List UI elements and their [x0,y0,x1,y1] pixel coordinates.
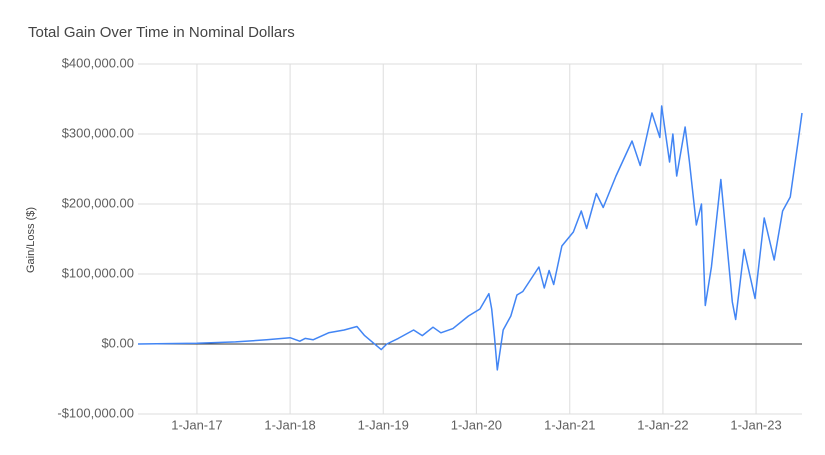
x-tick-label: 1-Jan-19 [358,417,409,432]
x-tick-label: 1-Jan-22 [637,417,688,432]
y-axis-label: Gain/Loss ($) [25,207,37,273]
y-tick-label: $0.00 [101,335,134,350]
y-tick-label: $300,000.00 [62,125,134,140]
chart-title: Total Gain Over Time in Nominal Dollars [28,24,295,41]
y-tick-label: -$100,000.00 [57,405,134,420]
x-tick-label: 1-Jan-20 [451,417,502,432]
x-tick-label: 1-Jan-17 [171,417,222,432]
x-tick-label: 1-Jan-18 [264,417,315,432]
x-tick-label: 1-Jan-23 [730,417,781,432]
data-line [137,105,803,371]
y-tick-label: $100,000.00 [62,265,134,280]
y-tick-label: $200,000.00 [62,195,134,210]
y-tick-label: $400,000.00 [62,55,134,70]
x-tick-label: 1-Jan-21 [544,417,595,432]
